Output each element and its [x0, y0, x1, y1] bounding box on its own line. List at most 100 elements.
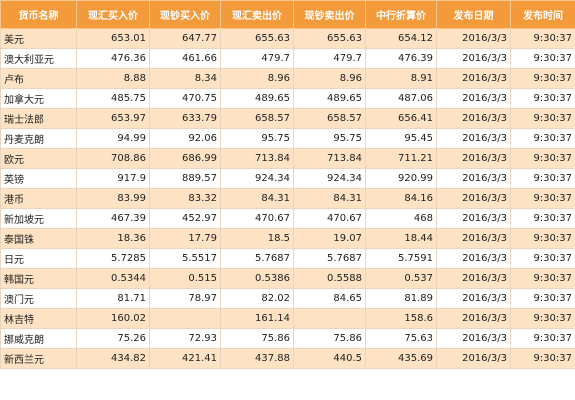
publish-date-cell: 2016/3/3	[436, 128, 511, 149]
table-body: 美元 653.01 647.77 655.63 655.63 654.12 2016/3/3…	[0, 28, 575, 369]
currency-name-cell: 林吉特	[0, 308, 77, 329]
publish-time-cell: 9:30:37	[510, 288, 575, 309]
table-row: 新西兰元 434.82 421.41 437.88 440.5 435.69 2016/3/…	[0, 348, 575, 369]
spot-buy-cell: 917.9	[76, 168, 150, 189]
publish-time-cell: 9:30:37	[510, 28, 575, 49]
cash-buy-cell: 647.77	[149, 28, 221, 49]
publish-date-cell: 2016/3/3	[436, 268, 511, 289]
publish-date-cell: 2016/3/3	[436, 168, 511, 189]
currency-name-cell: 新加坡元	[0, 208, 77, 229]
publish-time-cell: 9:30:37	[510, 108, 575, 129]
publish-time-cell: 9:30:37	[510, 128, 575, 149]
publish-time-cell: 9:30:37	[510, 228, 575, 249]
publish-time-cell: 9:30:37	[510, 308, 575, 329]
spot-sell-cell: 5.7687	[220, 248, 294, 269]
cash-buy-cell	[149, 308, 221, 329]
publish-date-cell: 2016/3/3	[436, 308, 511, 329]
spot-buy-cell: 485.75	[76, 88, 150, 109]
cash-sell-cell: 440.5	[293, 348, 366, 369]
publish-time-cell: 9:30:37	[510, 88, 575, 109]
publish-time-cell: 9:30:37	[510, 168, 575, 189]
cash-sell-cell: 658.57	[293, 108, 366, 129]
publish-date-cell: 2016/3/3	[436, 148, 511, 169]
spot-buy-cell: 5.7285	[76, 248, 150, 269]
header-row: 货币名称 现汇买入价 现钞买入价 现汇卖出价 现钞卖出价 中行折算价 发布日期 …	[0, 0, 575, 29]
publish-time-cell: 9:30:37	[510, 48, 575, 69]
currency-name-cell: 新西兰元	[0, 348, 77, 369]
cash-buy-cell: 83.32	[149, 188, 221, 209]
table-row: 卢布 8.88 8.34 8.96 8.96 8.91 2016/3/3 9:30:37	[0, 68, 575, 89]
publish-date-cell: 2016/3/3	[436, 228, 511, 249]
cash-buy-cell: 421.41	[149, 348, 221, 369]
cash-buy-cell: 0.515	[149, 268, 221, 289]
cash-sell-cell: 0.5588	[293, 268, 366, 289]
boc-rate-cell: 487.06	[365, 88, 437, 109]
spot-buy-cell: 18.36	[76, 228, 150, 249]
boc-rate-cell: 158.6	[365, 308, 437, 329]
publish-time-cell: 9:30:37	[510, 148, 575, 169]
cash-sell-cell: 8.96	[293, 68, 366, 89]
currency-name-cell: 英镑	[0, 168, 77, 189]
publish-time-cell: 9:30:37	[510, 208, 575, 229]
spot-sell-cell: 18.5	[220, 228, 294, 249]
currency-name-cell: 韩国元	[0, 268, 77, 289]
spot-buy-cell: 160.02	[76, 308, 150, 329]
cash-buy-cell: 452.97	[149, 208, 221, 229]
cash-buy-cell: 8.34	[149, 68, 221, 89]
publish-time-cell: 9:30:37	[510, 348, 575, 369]
cash-buy-cell: 633.79	[149, 108, 221, 129]
spot-buy-cell: 476.36	[76, 48, 150, 69]
currency-name-cell: 泰国铢	[0, 228, 77, 249]
cash-sell-cell: 5.7687	[293, 248, 366, 269]
spot-buy-cell: 8.88	[76, 68, 150, 89]
boc-rate-cell: 711.21	[365, 148, 437, 169]
spot-sell-cell: 655.63	[220, 28, 294, 49]
header-currency-name: 货币名称	[0, 0, 77, 29]
currency-name-cell: 欧元	[0, 148, 77, 169]
spot-sell-cell: 470.67	[220, 208, 294, 229]
cash-buy-cell: 470.75	[149, 88, 221, 109]
boc-rate-cell: 84.16	[365, 188, 437, 209]
spot-buy-cell: 83.99	[76, 188, 150, 209]
publish-date-cell: 2016/3/3	[436, 48, 511, 69]
publish-date-cell: 2016/3/3	[436, 68, 511, 89]
spot-buy-cell: 75.26	[76, 328, 150, 349]
boc-rate-cell: 75.63	[365, 328, 437, 349]
spot-sell-cell: 713.84	[220, 148, 294, 169]
cash-sell-cell: 713.84	[293, 148, 366, 169]
currency-name-cell: 港币	[0, 188, 77, 209]
spot-sell-cell: 479.7	[220, 48, 294, 69]
currency-name-cell: 日元	[0, 248, 77, 269]
spot-buy-cell: 94.99	[76, 128, 150, 149]
cash-buy-cell: 17.79	[149, 228, 221, 249]
table-row: 美元 653.01 647.77 655.63 655.63 654.12 2016/3/3…	[0, 28, 575, 49]
header-cash-sell: 现钞卖出价	[293, 0, 366, 29]
cash-buy-cell: 889.57	[149, 168, 221, 189]
currency-name-cell: 挪威克朗	[0, 328, 77, 349]
table-row: 瑞士法郎 653.97 633.79 658.57 658.57 656.41 2016/3…	[0, 108, 575, 129]
spot-sell-cell: 95.75	[220, 128, 294, 149]
table-row: 林吉特 160.02 161.14 158.6 2016/3/3 9:30:37	[0, 308, 575, 329]
table-row: 英镑 917.9 889.57 924.34 924.34 920.99 2016/3/3 9…	[0, 168, 575, 189]
boc-rate-cell: 18.44	[365, 228, 437, 249]
publish-date-cell: 2016/3/3	[436, 108, 511, 129]
table-row: 澳门元 81.71 78.97 82.02 84.65 81.89 2016/3/3 9:30…	[0, 288, 575, 309]
cash-sell-cell: 470.67	[293, 208, 366, 229]
table-row: 欧元 708.86 686.99 713.84 713.84 711.21 2016/3/3…	[0, 148, 575, 169]
spot-sell-cell: 658.57	[220, 108, 294, 129]
publish-time-cell: 9:30:37	[510, 188, 575, 209]
cash-sell-cell: 489.65	[293, 88, 366, 109]
spot-sell-cell: 924.34	[220, 168, 294, 189]
publish-date-cell: 2016/3/3	[436, 28, 511, 49]
exchange-rate-table: 货币名称 现汇买入价 现钞买入价 现汇卖出价 现钞卖出价 中行折算价 发布日期 …	[0, 0, 575, 369]
spot-sell-cell: 489.65	[220, 88, 294, 109]
currency-name-cell: 加拿大元	[0, 88, 77, 109]
spot-buy-cell: 434.82	[76, 348, 150, 369]
boc-rate-cell: 0.537	[365, 268, 437, 289]
spot-buy-cell: 708.86	[76, 148, 150, 169]
boc-rate-cell: 81.89	[365, 288, 437, 309]
table-row: 日元 5.7285 5.5517 5.7687 5.7687 5.7591 2016/3/3…	[0, 248, 575, 269]
spot-buy-cell: 653.97	[76, 108, 150, 129]
header-cash-buy: 现钞买入价	[149, 0, 221, 29]
publish-date-cell: 2016/3/3	[436, 188, 511, 209]
